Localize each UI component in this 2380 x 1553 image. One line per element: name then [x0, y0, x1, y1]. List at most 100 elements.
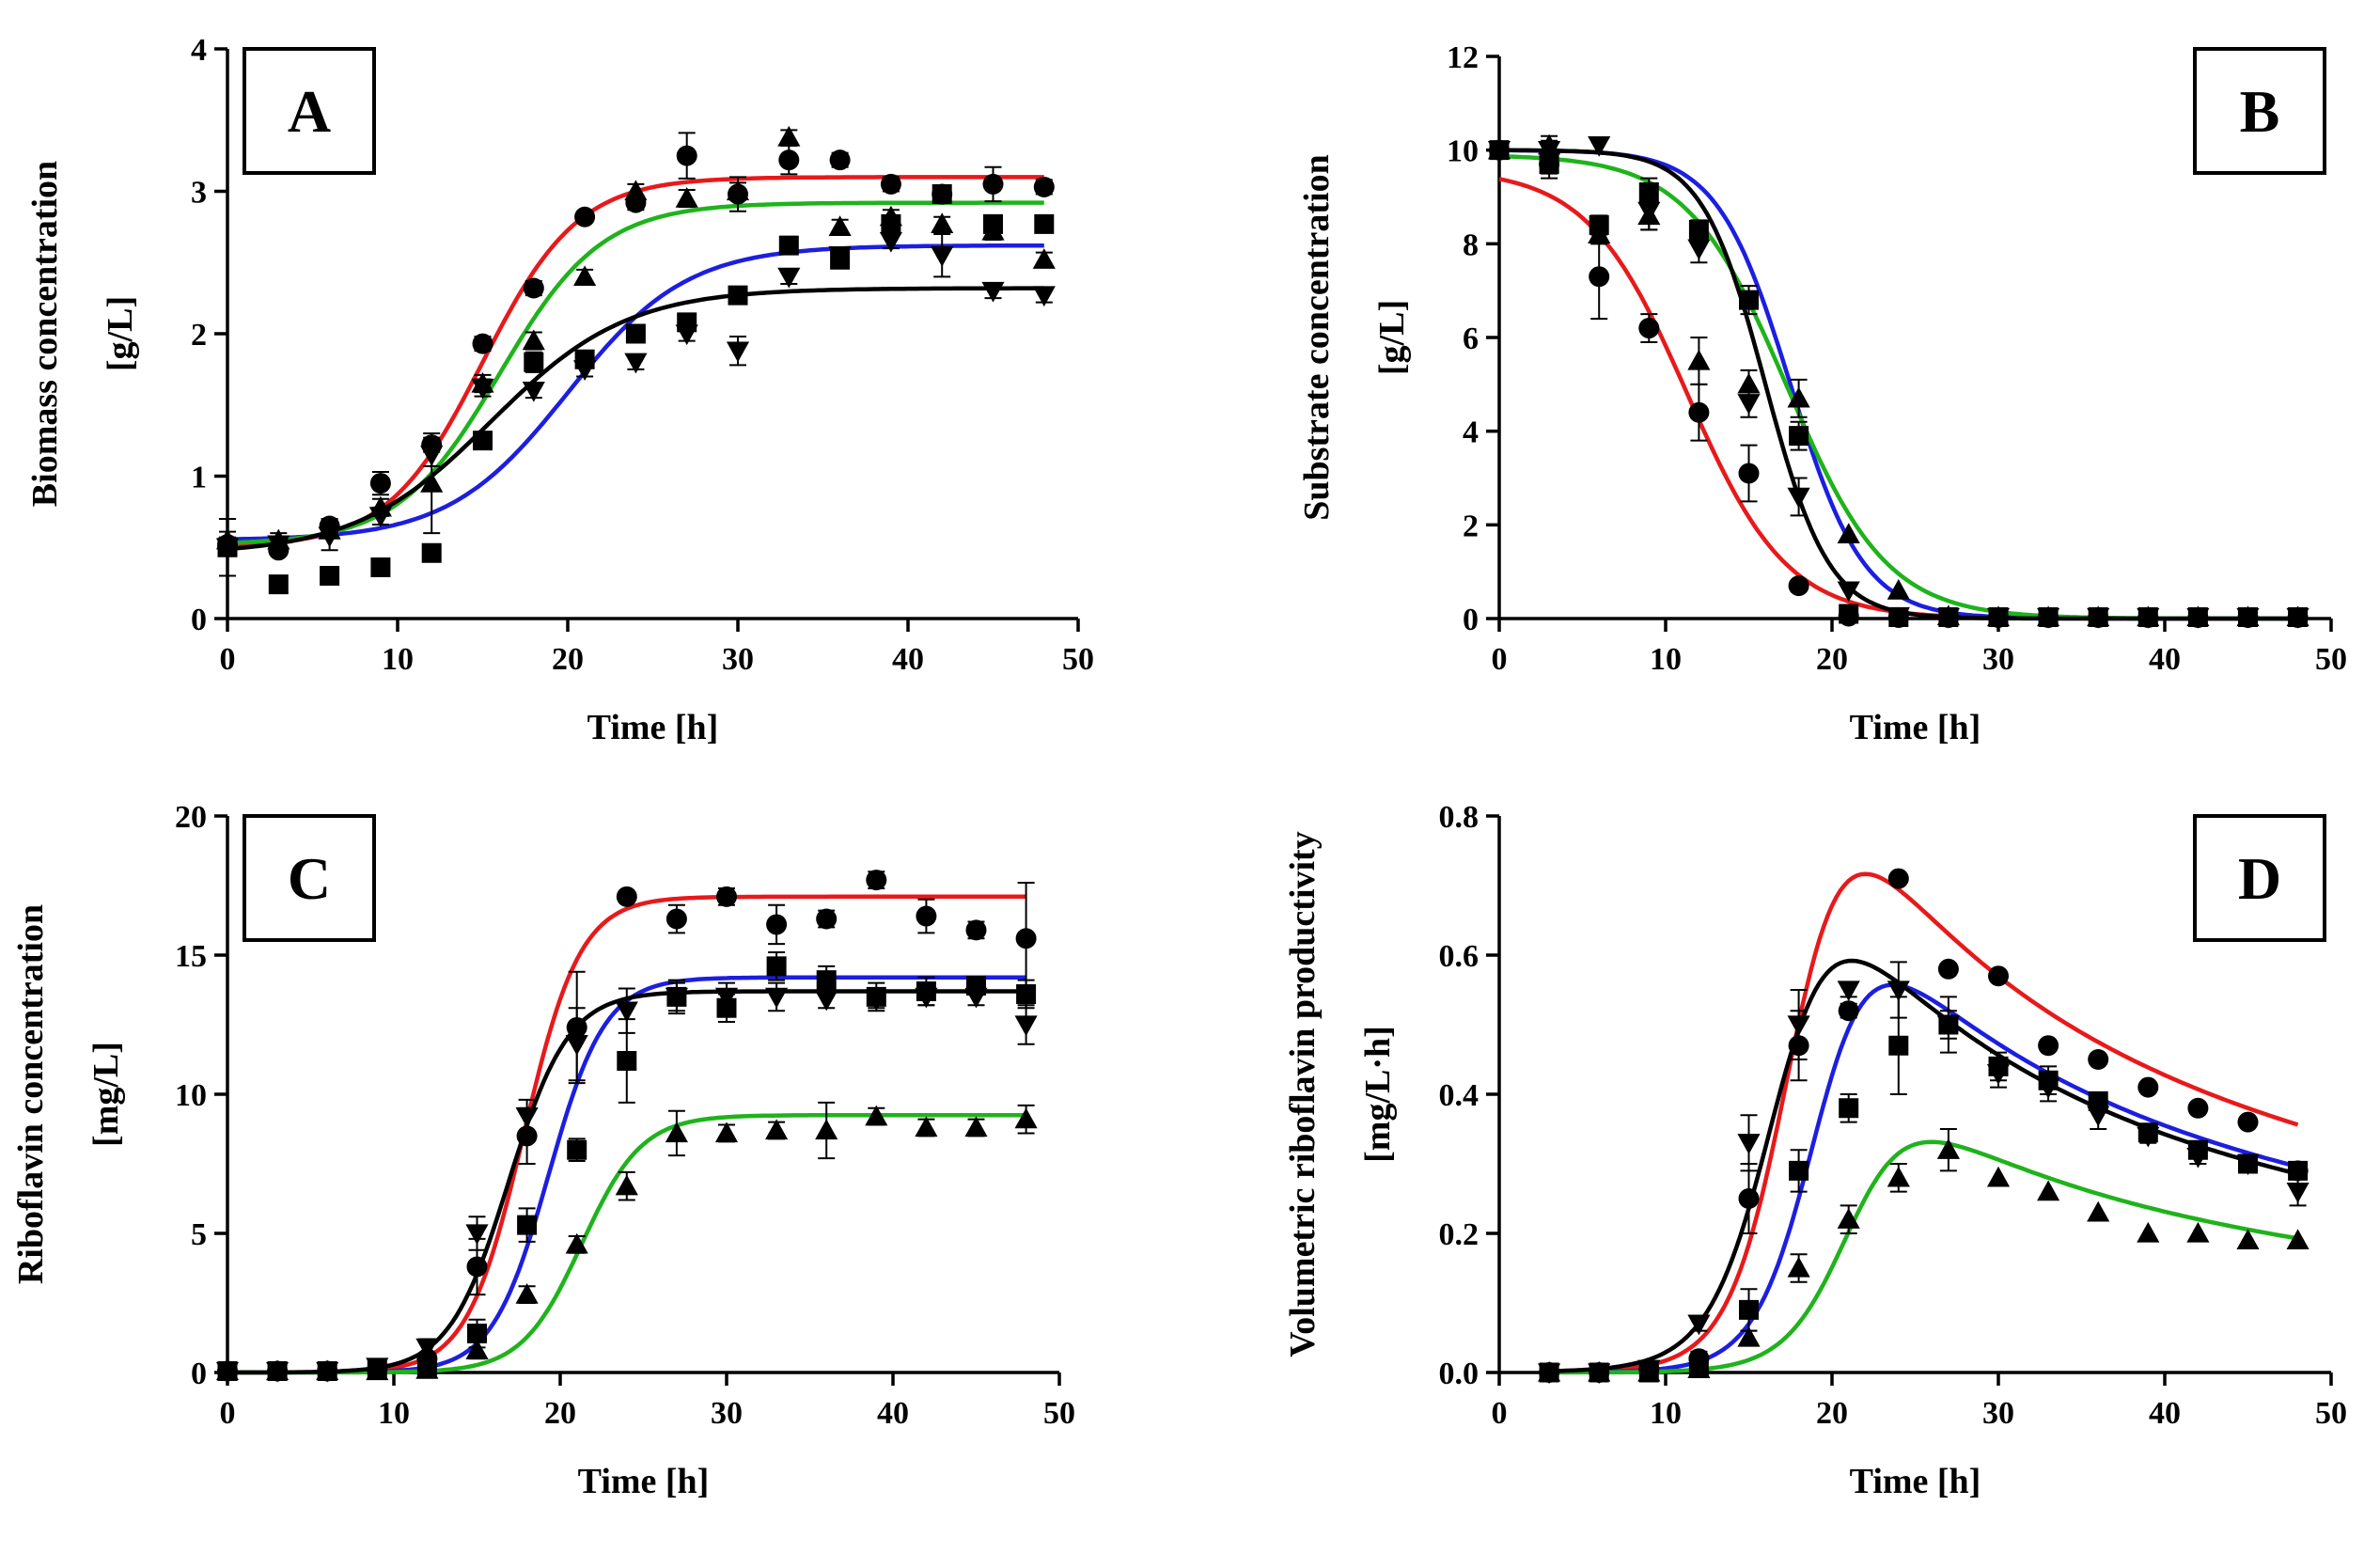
y-tick-label: 0.6	[1439, 939, 1480, 974]
data-point-triangle	[865, 1105, 888, 1126]
data-point-circle	[866, 870, 887, 891]
data-point-triangle-down	[266, 1361, 290, 1383]
data-point-triangle	[420, 472, 444, 493]
data-point-circle	[676, 145, 697, 166]
data-point-triangle-down	[2087, 1106, 2110, 1127]
data-point-circle	[2088, 1049, 2109, 1070]
data-point-triangle	[1687, 349, 1711, 370]
data-point-square	[1839, 1098, 1859, 1119]
data-point-triangle-down	[714, 987, 739, 1009]
data-point-triangle-down	[515, 1107, 539, 1128]
data-point-triangle	[2137, 1221, 2160, 1243]
data-point-triangle-down	[765, 987, 789, 1009]
data-point-square	[2288, 1160, 2309, 1181]
data-point-circle	[1988, 965, 2009, 987]
data-point-circle	[816, 908, 838, 930]
data-point-square	[617, 1050, 637, 1071]
x-tick-label: 30	[711, 1396, 743, 1431]
x-tick-label: 50	[2315, 642, 2347, 677]
y-axis-title: Biomass concentration	[25, 161, 65, 507]
panel-label-box	[2193, 47, 2326, 175]
data-point-triangle-down	[1787, 1015, 1810, 1037]
y-tick-label: 0.4	[1439, 1078, 1480, 1113]
data-point-circle	[1589, 266, 1610, 288]
data-point-triangle	[815, 1119, 838, 1140]
data-point-square	[467, 1324, 487, 1344]
x-tick-label: 0	[220, 642, 236, 677]
data-point-triangle-down	[1687, 239, 1711, 260]
fit-line-black	[1549, 958, 2299, 1373]
data-point-triangle-down	[415, 1338, 439, 1359]
y-tick-label: 12	[1447, 40, 1479, 75]
data-point-triangle	[1887, 1166, 1910, 1187]
data-point-triangle	[675, 187, 698, 208]
data-point-circle	[1738, 463, 1760, 484]
data-point-triangle-down	[366, 1357, 389, 1379]
data-point-triangle	[565, 1232, 588, 1254]
data-point-triangle-down	[665, 987, 688, 1009]
data-point-triangle	[1986, 1166, 2011, 1187]
data-point-circle	[2187, 1097, 2209, 1119]
data-point-triangle	[1687, 1357, 1711, 1378]
data-point-circle	[2137, 1076, 2159, 1098]
data-point-square	[567, 1139, 587, 1160]
data-point-triangle-down	[815, 990, 838, 1012]
data-point-square	[320, 566, 340, 587]
fit-line-red	[1549, 871, 2299, 1374]
data-point-triangle-down	[1032, 286, 1056, 307]
data-point-triangle-down	[675, 324, 698, 346]
data-point-triangle	[515, 1283, 539, 1304]
panel-label-box	[243, 47, 376, 175]
data-point-triangle-down	[1936, 1015, 1960, 1037]
data-point-circle	[716, 886, 737, 907]
panel-b-substrate: 0 10 20 30 40 50 0 2 4 6 8 10 12 Time [h] Substrate co…	[1297, 40, 2347, 747]
x-tick-label: 0	[1492, 1396, 1508, 1431]
panel-label: D	[2238, 845, 2281, 912]
y-tick-label: 0	[191, 603, 207, 637]
x-axis-title: Time [h]	[1850, 708, 1981, 747]
data-point-triangle	[1588, 223, 1611, 244]
data-point-triangle	[2087, 1200, 2110, 1222]
data-point-triangle-down	[2286, 607, 2310, 629]
data-point-triangle-down	[1986, 1064, 2011, 1085]
data-point-circle	[1937, 958, 1959, 980]
data-point-triangle-down	[2286, 1182, 2310, 1203]
data-point-square	[370, 557, 391, 577]
data-point-triangle	[1837, 1208, 1860, 1229]
data-point-triangle	[981, 219, 1005, 241]
data-point-triangle-down	[1687, 1314, 1711, 1336]
data-point-triangle-down	[565, 1035, 588, 1056]
y-axis-unit: [mg/L]	[86, 1042, 126, 1147]
data-point-circle	[1688, 401, 1710, 423]
x-tick-label: 20	[544, 1396, 576, 1431]
y-axis-unit: [g/L]	[101, 296, 140, 371]
x-tick-label: 30	[1982, 1396, 2014, 1431]
data-point-triangle-down	[2087, 607, 2110, 629]
y-tick-label: 4	[1463, 416, 1479, 450]
data-point-square	[816, 970, 837, 991]
fit-line-blue	[1498, 148, 2298, 621]
x-tick-label: 40	[2149, 642, 2181, 677]
data-point-triangle	[615, 1174, 638, 1196]
x-axis-title: Time [h]	[587, 708, 719, 747]
data-point-circle	[665, 908, 687, 930]
data-point-triangle-down	[931, 246, 954, 267]
data-point-triangle-down	[865, 990, 888, 1012]
data-point-triangle-down	[368, 507, 392, 527]
data-point-circle	[616, 886, 637, 907]
data-point-triangle	[1737, 1326, 1761, 1347]
fit-line-black	[1499, 148, 2298, 621]
data-point-circle	[1838, 1000, 1859, 1022]
data-point-triangle	[624, 180, 648, 201]
x-tick-label: 40	[877, 1396, 909, 1431]
data-point-square	[1789, 1160, 1809, 1181]
data-point-square	[1839, 604, 1859, 624]
data-point-triangle-down	[1637, 201, 1661, 223]
y-tick-label: 5	[191, 1217, 207, 1252]
data-point-triangle	[522, 329, 545, 351]
data-point-circle	[829, 149, 851, 171]
x-tick-label: 10	[378, 1396, 410, 1431]
data-point-triangle-down	[2037, 1077, 2060, 1099]
data-point-triangle-down	[573, 360, 597, 381]
y-tick-label: 10	[1447, 134, 1479, 169]
